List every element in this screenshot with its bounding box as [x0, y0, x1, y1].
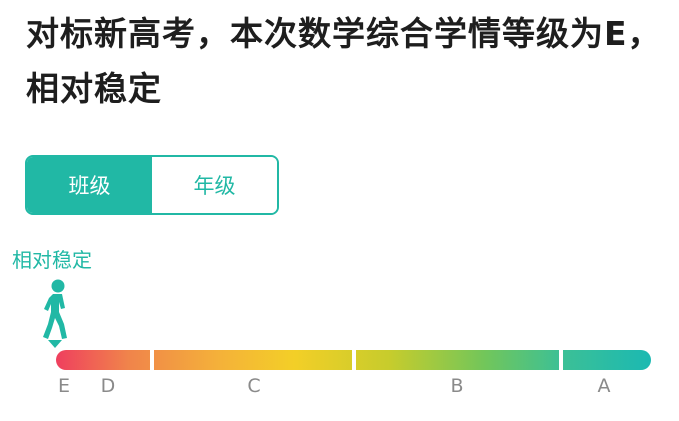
- walking-person-icon: [43, 279, 67, 339]
- scale-divider: [559, 350, 563, 370]
- scope-toggle[interactable]: 班级 年级: [25, 155, 279, 215]
- grade-tick-e: E: [57, 375, 71, 397]
- grade-scale-bar: [56, 350, 651, 370]
- scale-divider: [352, 350, 356, 370]
- report-title: 对标新高考，本次数学综合学情等级为E，相对稳定: [26, 14, 662, 108]
- grade-tick-b: B: [450, 375, 464, 397]
- tab-class[interactable]: 班级: [27, 157, 152, 213]
- current-level-pointer: [48, 340, 62, 348]
- scale-divider: [150, 350, 154, 370]
- grade-tick-a: A: [597, 375, 611, 397]
- grade-tick-c: C: [247, 375, 261, 397]
- status-label: 相对稳定: [12, 248, 92, 272]
- grade-tick-d: D: [100, 375, 116, 397]
- tab-grade[interactable]: 年级: [152, 157, 277, 213]
